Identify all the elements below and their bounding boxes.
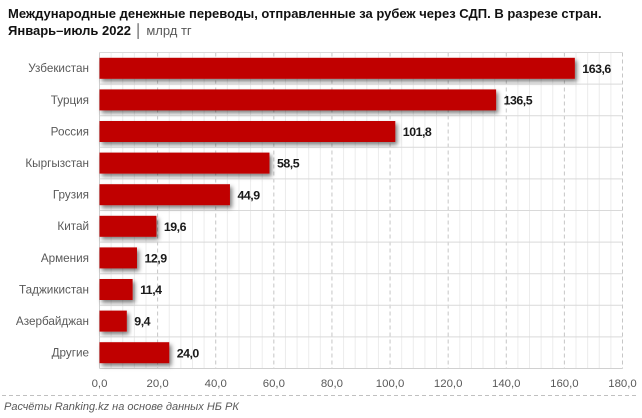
svg-text:101,8: 101,8 [403, 125, 432, 139]
svg-text:Турция: Турция [51, 94, 89, 107]
svg-text:180,0: 180,0 [608, 378, 637, 390]
svg-text:58,5: 58,5 [277, 157, 300, 171]
svg-text:163,6: 163,6 [582, 62, 611, 76]
svg-text:Азербайджан: Азербайджан [16, 315, 89, 328]
svg-text:20,0: 20,0 [147, 378, 169, 390]
svg-text:Россия: Россия [51, 125, 89, 138]
svg-text:Армения: Армения [41, 252, 89, 265]
svg-text:Кыргызстан: Кыргызстан [25, 157, 89, 170]
svg-text:100,0: 100,0 [376, 378, 405, 390]
svg-text:140,0: 140,0 [492, 378, 521, 390]
svg-text:Китай: Китай [57, 220, 89, 233]
svg-text:160,0: 160,0 [550, 378, 579, 390]
svg-text:Узбекистан: Узбекистан [28, 62, 89, 75]
svg-text:120,0: 120,0 [434, 378, 463, 390]
svg-text:Таджикистан: Таджикистан [19, 283, 89, 296]
svg-text:80,0: 80,0 [321, 378, 343, 390]
svg-text:11,4: 11,4 [140, 283, 162, 297]
svg-text:24,0: 24,0 [177, 346, 200, 360]
svg-text:19,6: 19,6 [164, 220, 187, 234]
svg-text:Другие: Другие [52, 347, 89, 360]
svg-text:40,0: 40,0 [205, 378, 227, 390]
svg-text:12,9: 12,9 [145, 252, 168, 266]
svg-text:44,9: 44,9 [238, 188, 261, 202]
svg-text:60,0: 60,0 [263, 378, 285, 390]
svg-text:Грузия: Грузия [53, 189, 89, 202]
svg-text:136,5: 136,5 [504, 94, 533, 108]
svg-text:0,0: 0,0 [92, 378, 108, 390]
svg-text:9,4: 9,4 [134, 315, 150, 329]
